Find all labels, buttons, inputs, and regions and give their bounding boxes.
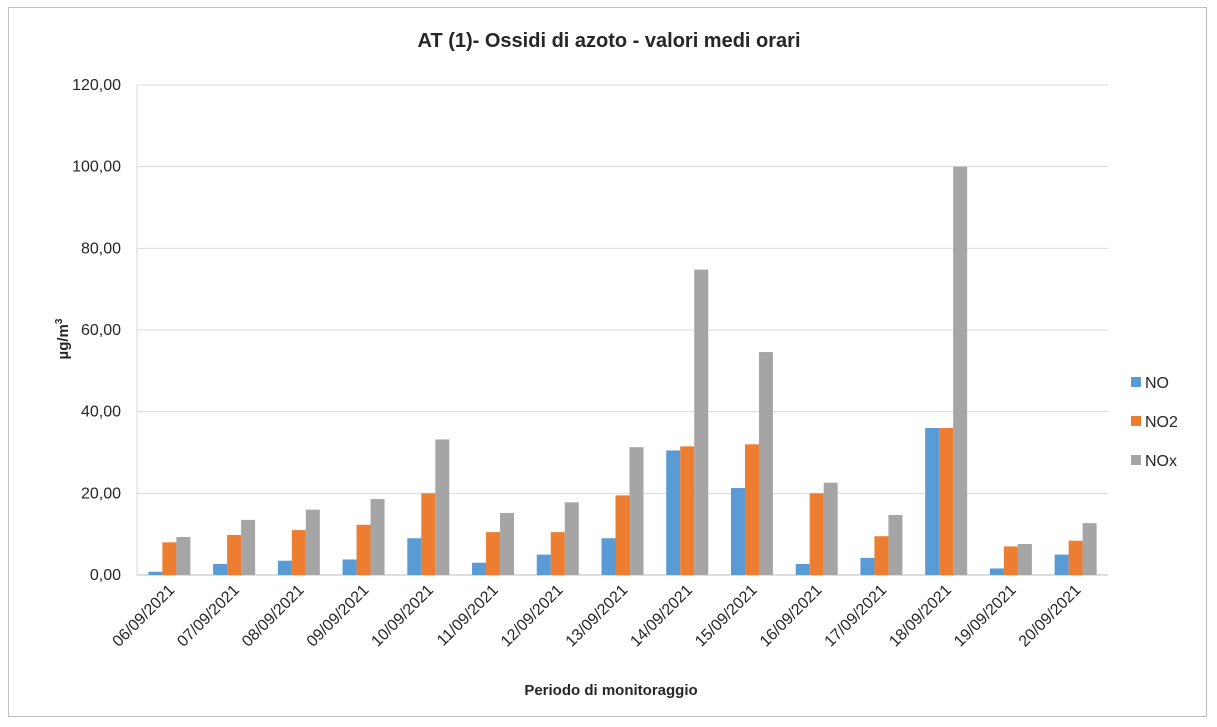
bar-nox xyxy=(176,537,191,575)
bar-no2 xyxy=(1003,546,1018,575)
bar-no2 xyxy=(680,446,695,575)
y-tick-label: 120,00 xyxy=(72,77,121,94)
bar-no2 xyxy=(615,495,630,575)
x-tick-label: 06/09/2021 xyxy=(110,582,179,651)
y-axis-title: µg/m3 xyxy=(54,318,72,359)
bar-nox xyxy=(241,519,256,575)
bar-no2 xyxy=(744,444,759,575)
x-tick-label: 12/09/2021 xyxy=(498,582,567,651)
bar-nox xyxy=(370,499,385,575)
x-tick-label: 13/09/2021 xyxy=(563,582,632,651)
bar-no xyxy=(989,568,1004,575)
x-tick-label: 10/09/2021 xyxy=(368,582,437,651)
x-tick-label: 11/09/2021 xyxy=(434,582,502,650)
bar-nox xyxy=(694,269,709,575)
bar-no2 xyxy=(227,534,242,575)
bar-no xyxy=(148,571,163,575)
legend-label-nox: NOx xyxy=(1145,453,1177,470)
bar-no2 xyxy=(486,532,501,575)
bar-no xyxy=(407,538,422,575)
bar-nox xyxy=(758,352,773,575)
bar-no2 xyxy=(291,530,306,575)
legend-label-no2: NO2 xyxy=(1145,414,1178,431)
y-axis-title-main: µg/m xyxy=(55,324,72,359)
x-tick-label: 17/09/2021 xyxy=(822,582,891,651)
bar-nox xyxy=(435,439,450,575)
bar-no xyxy=(860,557,875,575)
bar-nox xyxy=(1082,523,1097,575)
bar-nox xyxy=(564,502,579,575)
x-tick-label: 15/09/2021 xyxy=(692,582,761,651)
bar-no xyxy=(601,538,616,575)
y-tick-label: 80,00 xyxy=(81,240,121,257)
bar-no2 xyxy=(162,542,177,575)
bar-no xyxy=(472,562,487,575)
x-tick-label: 18/09/2021 xyxy=(886,582,955,651)
x-axis-ticks: 06/09/202107/09/202108/09/202109/09/2021… xyxy=(110,582,1085,651)
x-tick-label: 19/09/2021 xyxy=(951,582,1020,651)
bar-no xyxy=(277,560,292,575)
bar-no xyxy=(925,428,940,575)
bar-nox xyxy=(305,509,320,575)
y-axis-title-superscript: 3 xyxy=(54,318,65,324)
bar-no xyxy=(536,554,551,575)
y-tick-label: 0,00 xyxy=(90,567,121,584)
bar-no2 xyxy=(809,493,824,575)
y-tick-label: 100,00 xyxy=(72,159,121,176)
bar-no xyxy=(1054,554,1069,575)
bar-no2 xyxy=(1068,540,1083,575)
bars xyxy=(148,166,1097,575)
bar-nox xyxy=(953,166,968,575)
x-tick-label: 20/09/2021 xyxy=(1016,582,1085,651)
bar-no2 xyxy=(874,536,889,575)
chart-title: AT (1)- Ossidi di azoto - valori medi or… xyxy=(417,30,800,52)
bar-nox xyxy=(629,447,644,575)
bar-nox xyxy=(888,514,903,575)
bar-no xyxy=(213,563,228,575)
x-tick-label: 08/09/2021 xyxy=(239,582,308,651)
bar-no xyxy=(342,559,357,575)
bar-no2 xyxy=(421,493,436,575)
bar-no2 xyxy=(356,524,371,575)
bar-nox xyxy=(500,512,515,575)
bar-no2 xyxy=(939,428,954,575)
y-tick-label: 40,00 xyxy=(81,404,121,421)
x-tick-label: 16/09/2021 xyxy=(757,582,826,651)
x-axis-title: Periodo di monitoraggio xyxy=(524,682,697,699)
bar-no2 xyxy=(550,532,565,575)
legend-swatch-nox xyxy=(1131,455,1141,465)
y-tick-label: 20,00 xyxy=(81,485,121,502)
y-axis-ticks: 0,00 20,00 40,00 60,00 80,00 100,00 120,00 xyxy=(72,77,121,584)
bar-no xyxy=(666,450,681,575)
legend-swatch-no xyxy=(1131,377,1141,387)
x-tick-label: 14/09/2021 xyxy=(627,582,696,651)
legend: NO NO2 NOx xyxy=(1131,375,1178,470)
bar-nox xyxy=(823,482,838,575)
y-tick-label: 60,00 xyxy=(81,322,121,339)
chart-frame xyxy=(8,7,1207,717)
x-tick-label: 09/09/2021 xyxy=(304,582,373,651)
bar-no xyxy=(795,563,810,575)
legend-label-no: NO xyxy=(1145,375,1169,392)
x-tick-label: 07/09/2021 xyxy=(174,582,243,651)
bar-no xyxy=(730,488,745,575)
bar-nox xyxy=(1017,543,1032,575)
legend-swatch-no2 xyxy=(1131,416,1141,426)
